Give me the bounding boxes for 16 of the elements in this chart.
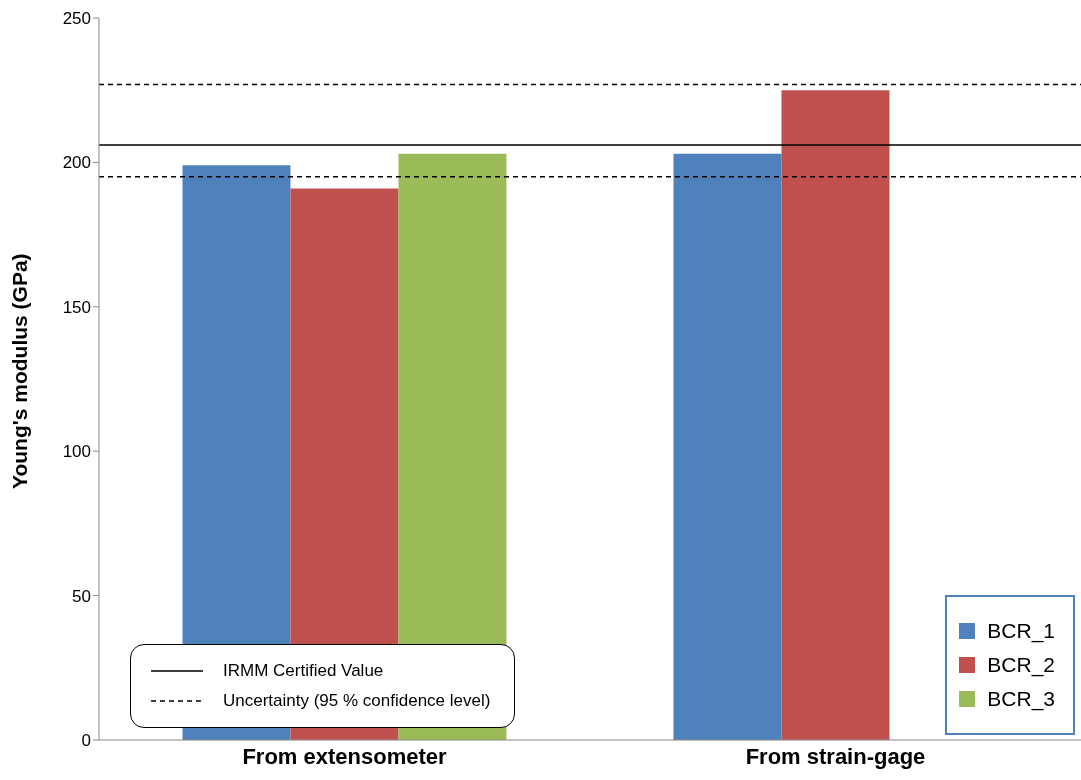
bar: [673, 153, 782, 740]
legend-label: Uncertainty (95 % confidence level): [223, 691, 491, 711]
x-tick-label: From strain-gage: [745, 743, 926, 769]
y-tick-label: 200: [62, 153, 91, 173]
x-tick-label: From extensometer: [242, 743, 448, 769]
y-tick-label: 250: [62, 9, 91, 29]
legend-label: BCR_1: [987, 619, 1055, 643]
y-tick-label: 0: [81, 731, 91, 751]
y-tick-label: 50: [72, 586, 91, 606]
legend-label: BCR_3: [987, 687, 1055, 711]
bar: [781, 90, 890, 740]
y-tick-label: 150: [62, 297, 91, 317]
y-tick-label: 100: [62, 442, 91, 462]
legend-label: IRMM Certified Value: [223, 661, 384, 681]
legend-label: BCR_2: [987, 653, 1055, 677]
y-axis-title: Young's modulus (GPa): [8, 253, 32, 489]
